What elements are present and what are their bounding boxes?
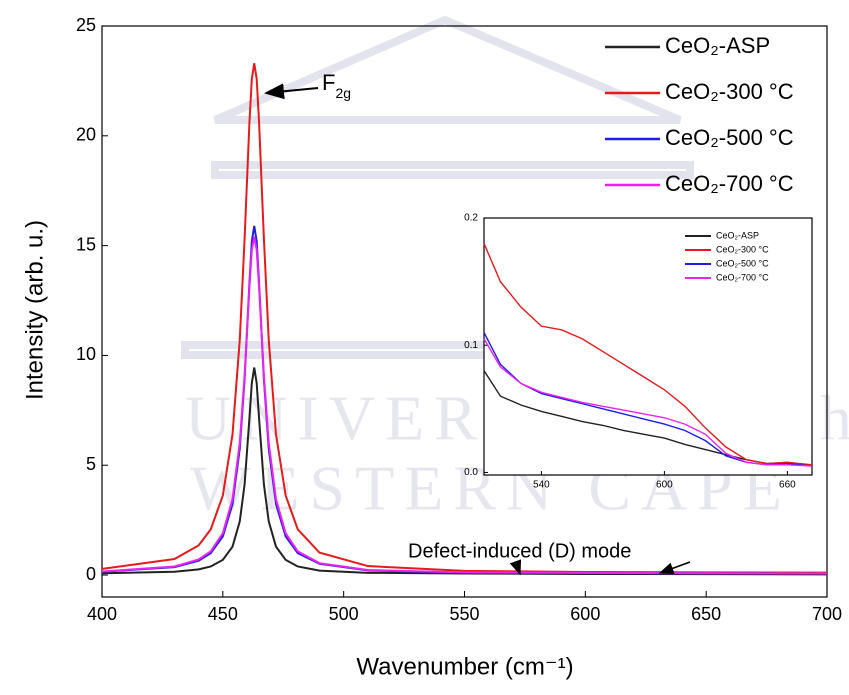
y-tick-label: 20 <box>76 125 96 145</box>
inset-plot: 540 600 660 0.0 0.1 0.2 CeO₂-ASP CeO₂-300 °C CeO… <box>464 213 813 491</box>
x-tick-label: 450 <box>208 604 238 624</box>
y-tick-label: 0.1 <box>464 340 478 351</box>
annotation: F2g <box>322 70 351 101</box>
series-line <box>101 63 828 574</box>
x-tick-label: 540 <box>533 480 550 491</box>
legend-label: CeO₂-300 °C <box>716 244 769 254</box>
series-line <box>101 236 828 575</box>
series-line <box>483 243 813 466</box>
y-tick-label: 0.2 <box>464 213 478 224</box>
x-tick-label: 550 <box>449 604 479 624</box>
y-tick-label: 0.0 <box>464 467 478 478</box>
annotation-sub: 2g <box>335 85 351 101</box>
legend-label: CeO₂-500 °C <box>665 125 794 150</box>
main-plot: 400 450 500 550 600 650 700 0 5 10 15 20 25 CeO₂-ASP C… <box>76 15 842 624</box>
annotation: Defect-induced (D) mode <box>408 540 631 562</box>
x-tick-label: 660 <box>779 480 796 491</box>
x-tick-label: 400 <box>87 604 117 624</box>
legend-label: CeO₂-500 °C <box>716 258 769 268</box>
y-tick-label: 25 <box>76 15 96 35</box>
arrow <box>264 83 319 100</box>
series-line <box>483 338 813 467</box>
plot-frame <box>483 217 813 476</box>
x-tick-label: 700 <box>812 604 842 624</box>
legend-label: CeO₂-ASP <box>665 33 770 58</box>
y-tick-label: 0 <box>86 564 96 584</box>
legend-label: CeO₂-700 °C <box>716 272 769 282</box>
y-tick-label: 10 <box>76 344 96 364</box>
legend-label: CeO₂-ASP <box>716 230 759 240</box>
x-tick-label: 650 <box>691 604 721 624</box>
y-axis-label: Intensity (arb. u.) <box>21 220 48 400</box>
y-tick-label: 5 <box>86 454 96 474</box>
y-tick-label: 15 <box>76 234 96 254</box>
series-line <box>101 367 828 576</box>
arrow <box>658 561 691 574</box>
legend-label: CeO₂-700 °C <box>665 171 794 196</box>
arrow <box>509 559 522 576</box>
legend-label: CeO₂-300 °C <box>665 79 794 104</box>
x-tick-label: 500 <box>329 604 359 624</box>
annotation-text: F <box>322 70 335 95</box>
x-tick-label: 600 <box>570 604 600 624</box>
x-tick-label: 600 <box>656 480 673 491</box>
x-axis-label: Wavenumber (cm⁻¹) <box>356 653 573 680</box>
